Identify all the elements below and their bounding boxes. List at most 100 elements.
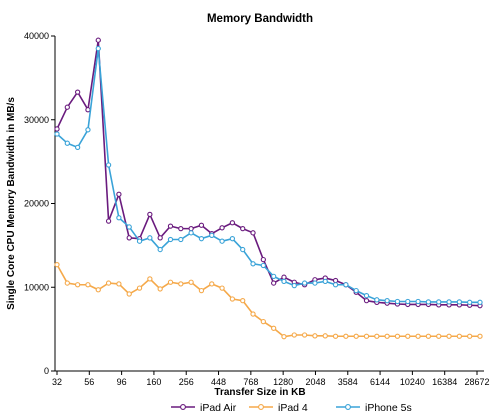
data-point-iphone-5s — [64, 140, 70, 146]
data-point-ipad-4 — [188, 279, 194, 285]
data-point-iphone-5s — [157, 246, 163, 253]
data-point-ipad-air — [250, 230, 256, 236]
data-point-ipad-air — [54, 126, 60, 132]
data-point-ipad-4 — [374, 333, 380, 339]
data-point-iphone-5s — [167, 236, 174, 243]
data-point-iphone-5s — [209, 232, 215, 238]
x-tick-label: 6144 — [370, 377, 390, 387]
data-point-ipad-4 — [54, 261, 60, 268]
data-point-ipad-4 — [363, 333, 370, 339]
data-point-ipad-air — [126, 235, 132, 241]
legend-item-ipad-air: iPad Air — [171, 402, 237, 414]
data-point-iphone-5s — [136, 238, 143, 244]
data-point-ipad-4 — [126, 291, 132, 297]
x-axis-title: Transfer Size in KB — [214, 387, 305, 398]
data-point-iphone-5s — [425, 299, 432, 305]
axes — [54, 36, 484, 372]
legend-item-ipad-4: iPad 4 — [249, 402, 308, 414]
x-tick-label: 768 — [243, 377, 258, 387]
data-point-ipad-4 — [116, 281, 122, 287]
y-tick-label: 10000 — [24, 282, 49, 292]
data-point-ipad-4 — [405, 333, 411, 339]
data-point-ipad-air — [188, 225, 194, 232]
x-tick-label: 3584 — [338, 377, 358, 387]
data-point-ipad-4 — [446, 333, 452, 339]
data-point-ipad-air — [332, 277, 339, 284]
data-point-ipad-4 — [74, 282, 81, 288]
series-line-ipad-air — [56, 39, 481, 307]
data-point-ipad-4 — [147, 276, 153, 282]
data-point-ipad-4 — [291, 332, 297, 338]
data-point-iphone-5s — [332, 282, 339, 288]
data-point-ipad-air — [105, 218, 112, 224]
data-point-ipad-4 — [250, 311, 256, 317]
y-ticks: 0 10000 20000 30000 40000 — [24, 31, 55, 376]
data-point-iphone-5s — [394, 298, 401, 305]
x-tick-label: 160 — [146, 377, 161, 387]
data-point-ipad-air — [85, 107, 91, 113]
data-point-ipad-air — [167, 223, 174, 229]
data-point-ipad-4 — [415, 333, 421, 339]
data-point-ipad-4 — [281, 334, 287, 340]
x-tick-label: 1280 — [273, 377, 293, 387]
data-point-iphone-5s — [415, 298, 421, 305]
data-point-ipad-4 — [301, 332, 308, 338]
data-point-ipad-air — [240, 225, 246, 232]
legend: iPad Air iPad 4 iPhone 5s — [171, 402, 412, 414]
data-point-ipad-air — [271, 280, 277, 286]
data-point-iphone-5s — [74, 144, 81, 151]
data-point-ipad-4 — [95, 287, 101, 293]
data-point-iphone-5s — [353, 287, 359, 294]
data-point-ipad-4 — [394, 333, 401, 339]
data-point-ipad-4 — [456, 333, 463, 339]
data-point-ipad-4 — [229, 296, 236, 302]
data-point-ipad-4 — [343, 333, 349, 339]
data-point-ipad-4 — [157, 286, 163, 292]
data-point-ipad-air — [147, 211, 153, 218]
data-point-ipad-air — [95, 37, 101, 43]
x-tick-label: 256 — [179, 377, 194, 387]
data-point-ipad-air — [74, 89, 81, 95]
data-point-ipad-air — [64, 104, 70, 110]
data-point-ipad-air — [229, 220, 236, 226]
data-point-iphone-5s — [147, 235, 153, 241]
data-point-ipad-air — [260, 256, 266, 263]
data-point-iphone-5s — [281, 278, 287, 285]
data-point-iphone-5s — [374, 297, 380, 303]
data-point-ipad-air — [157, 235, 163, 241]
data-point-ipad-air — [116, 191, 122, 197]
data-point-iphone-5s — [105, 162, 112, 168]
data-point-ipad-4 — [136, 285, 143, 291]
data-point-ipad-4 — [209, 281, 215, 287]
y-tick-label: 20000 — [24, 199, 49, 209]
data-point-ipad-4 — [260, 318, 266, 325]
x-tick-label: 56 — [84, 377, 94, 387]
series-iphone-5s — [54, 45, 483, 305]
data-point-iphone-5s — [116, 215, 122, 221]
data-point-iphone-5s — [291, 282, 297, 289]
data-point-iphone-5s — [250, 261, 256, 267]
data-point-ipad-4 — [64, 280, 70, 286]
y-tick-label: 0 — [44, 366, 49, 376]
legend-label: iPad Air — [200, 402, 237, 414]
x-ticks: 32 56 96 160 256 448 768 1280 2048 3584 6144 10240 1… — [52, 371, 490, 387]
data-point-ipad-air — [363, 297, 370, 304]
data-point-iphone-5s — [229, 236, 236, 242]
data-point-iphone-5s — [85, 127, 91, 133]
data-point-ipad-4 — [85, 282, 91, 288]
data-point-ipad-4 — [312, 333, 318, 339]
data-point-ipad-4 — [477, 333, 483, 339]
data-point-ipad-air — [219, 225, 225, 231]
data-point-iphone-5s — [178, 236, 184, 243]
series-layer — [54, 37, 483, 340]
y-tick-label: 30000 — [24, 115, 49, 125]
data-point-iphone-5s — [126, 224, 132, 230]
data-point-ipad-4 — [353, 333, 359, 339]
data-point-iphone-5s — [436, 299, 442, 305]
x-tick-label: 10240 — [400, 377, 425, 387]
data-point-ipad-air — [178, 225, 184, 232]
data-point-ipad-4 — [105, 280, 112, 286]
y-axis-title: Single Core CPU Memory Bandwidth in MB/s — [6, 97, 17, 310]
